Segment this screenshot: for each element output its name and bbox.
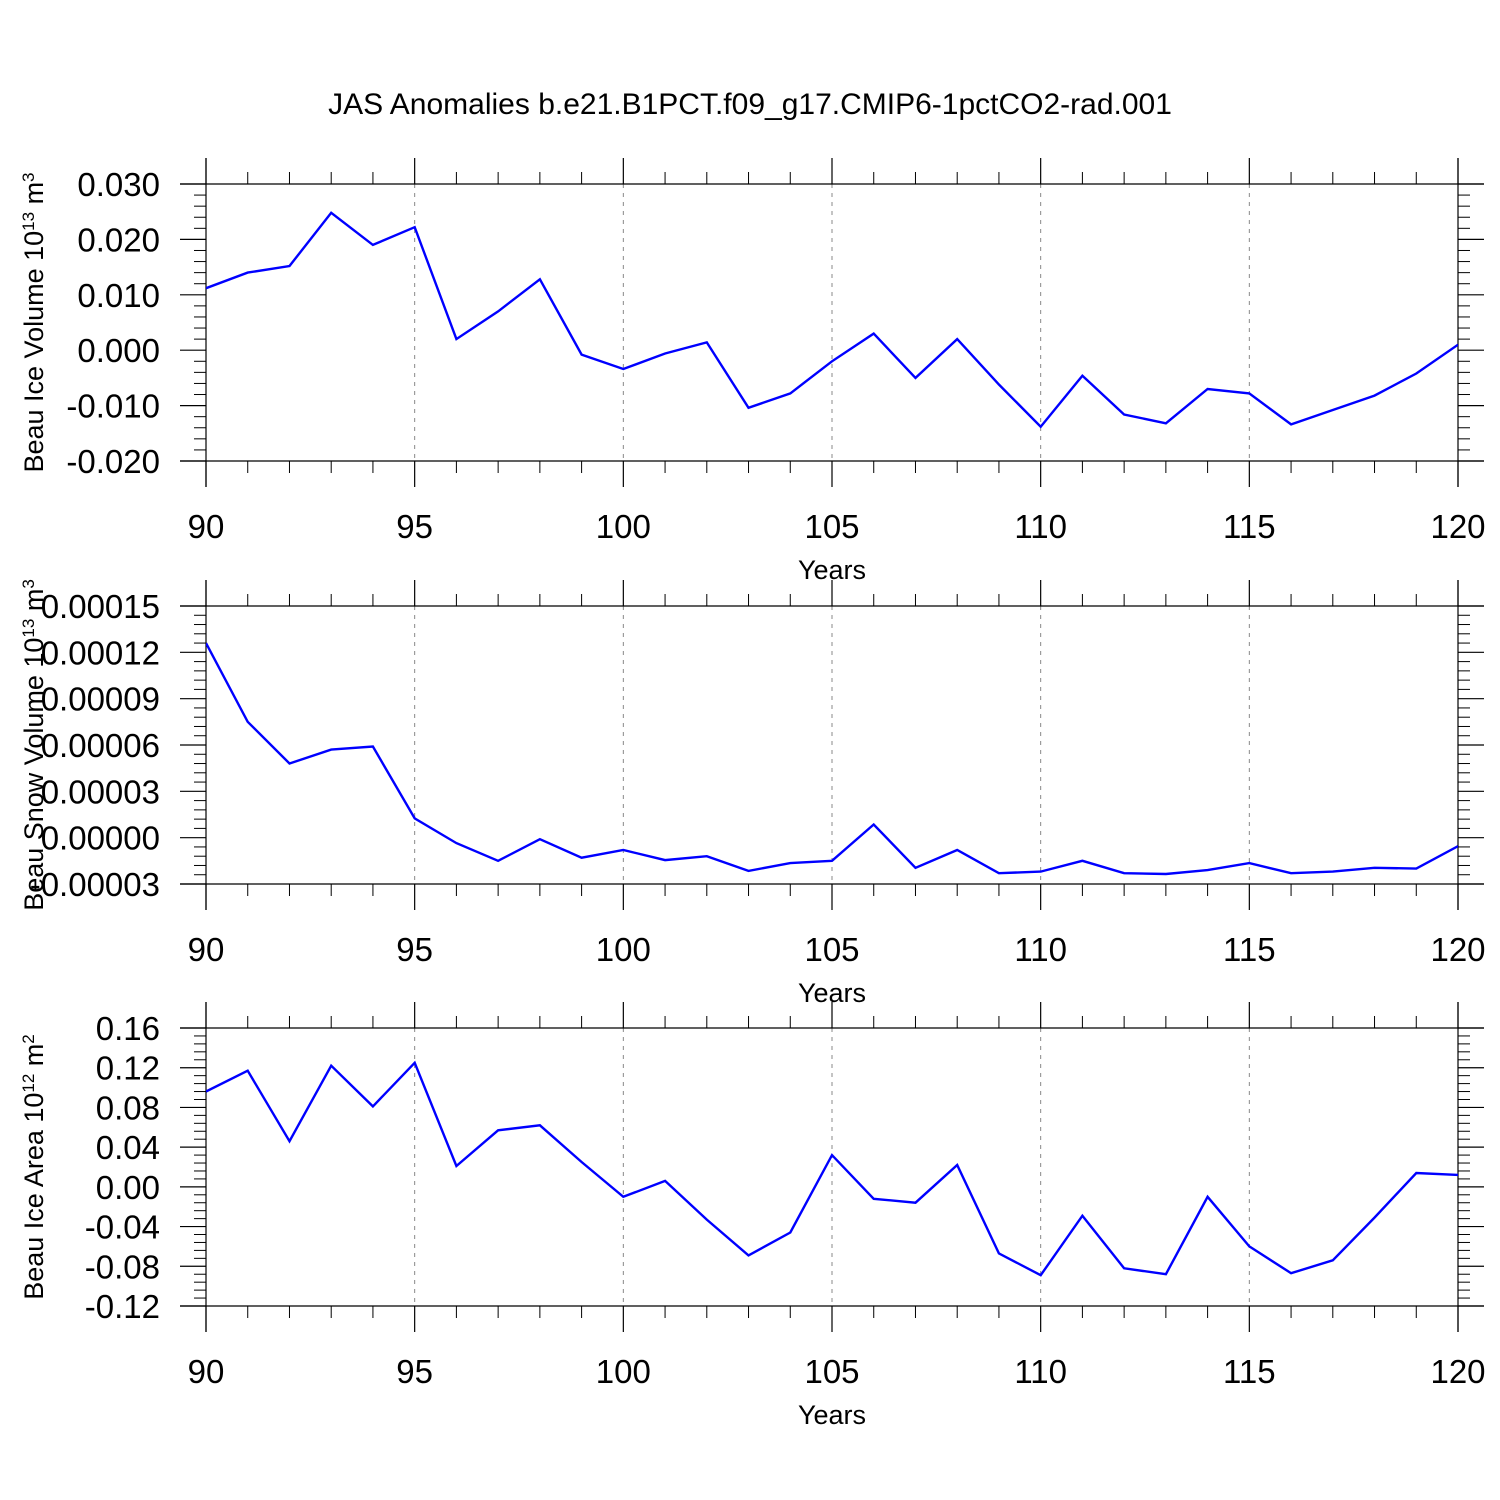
y-tick-label: 0.04 <box>96 1129 160 1166</box>
x-tick-label: 90 <box>188 931 225 968</box>
x-tick-label: 105 <box>804 931 859 968</box>
x-tick-label: 120 <box>1430 508 1485 545</box>
x-tick-label: 115 <box>1223 1353 1276 1390</box>
y-tick-label: -0.12 <box>85 1288 160 1325</box>
y-tick-label: -0.010 <box>66 388 160 425</box>
x-tick-label: 95 <box>396 931 433 968</box>
x-tick-label: 120 <box>1430 931 1485 968</box>
y-axis-label: Beau Ice Area 1012 m2 <box>19 1034 50 1300</box>
x-tick-label: 110 <box>1014 1353 1067 1390</box>
y-tick-label: -0.020 <box>66 443 160 480</box>
y-axis-label: Beau Ice Volume 1013 m3 <box>19 172 50 472</box>
chart-panel-1: 90 95 100 105 110 115 120 -0.020 -0.010 0.000 0.01… <box>19 158 1486 585</box>
x-tick-label: 110 <box>1014 508 1067 545</box>
y-tick-label: 0.00006 <box>41 727 160 764</box>
x-tick-label: 105 <box>804 1353 859 1390</box>
figure-title: JAS Anomalies b.e21.B1PCT.f09_g17.CMIP6-… <box>328 88 1172 121</box>
y-tick-label: 0.00009 <box>41 681 160 718</box>
x-tick-label: 90 <box>188 1353 225 1390</box>
x-tick-label: 100 <box>596 931 651 968</box>
series-line-1 <box>206 211 1458 429</box>
x-tick-label: 100 <box>596 1353 651 1390</box>
x-tick-label: 90 <box>188 508 225 545</box>
y-tick-label: 0.00 <box>96 1169 160 1206</box>
chart-panel-2: 90 95 100 105 110 115 120 -0.00003 0.00000 0.0000… <box>19 579 1486 1008</box>
x-tick-label: 120 <box>1430 1353 1485 1390</box>
y-tick-label: 0.00000 <box>41 820 160 857</box>
series-line-1 <box>206 642 1458 876</box>
x-tick-label: 100 <box>596 508 651 545</box>
y-tick-label: 0.08 <box>96 1089 160 1126</box>
y-tick-label: 0.030 <box>77 166 160 203</box>
y-tick-label: 0.00003 <box>41 773 160 810</box>
y-tick-label: -0.04 <box>85 1209 160 1246</box>
y-tick-label: 0.12 <box>96 1050 160 1087</box>
y-tick-label: -0.00003 <box>30 866 160 903</box>
x-tick-label: 115 <box>1223 931 1276 968</box>
y-tick-label: 0.000 <box>77 332 160 369</box>
y-tick-label: 0.16 <box>96 1010 160 1047</box>
y-tick-label: 0.00012 <box>41 634 160 671</box>
x-tick-label: 115 <box>1223 508 1276 545</box>
x-tick-label: 95 <box>396 508 433 545</box>
x-axis-label: Years <box>798 1400 866 1430</box>
x-tick-label: 95 <box>396 1353 433 1390</box>
y-tick-label: 0.010 <box>77 277 160 314</box>
y-tick-label: 0.020 <box>77 221 160 258</box>
y-tick-label: -0.08 <box>85 1248 160 1285</box>
y-axis-label: Beau Snow Volume 1013 m3 <box>19 579 50 911</box>
x-tick-label: 105 <box>804 508 859 545</box>
series-line-1 <box>206 1060 1458 1277</box>
chart-panel-3: 90 95 100 105 110 115 120-0.12-0.08-0.040.000.… <box>19 1002 1486 1430</box>
x-tick-label: 110 <box>1014 931 1067 968</box>
y-tick-label: 0.00015 <box>41 588 160 625</box>
